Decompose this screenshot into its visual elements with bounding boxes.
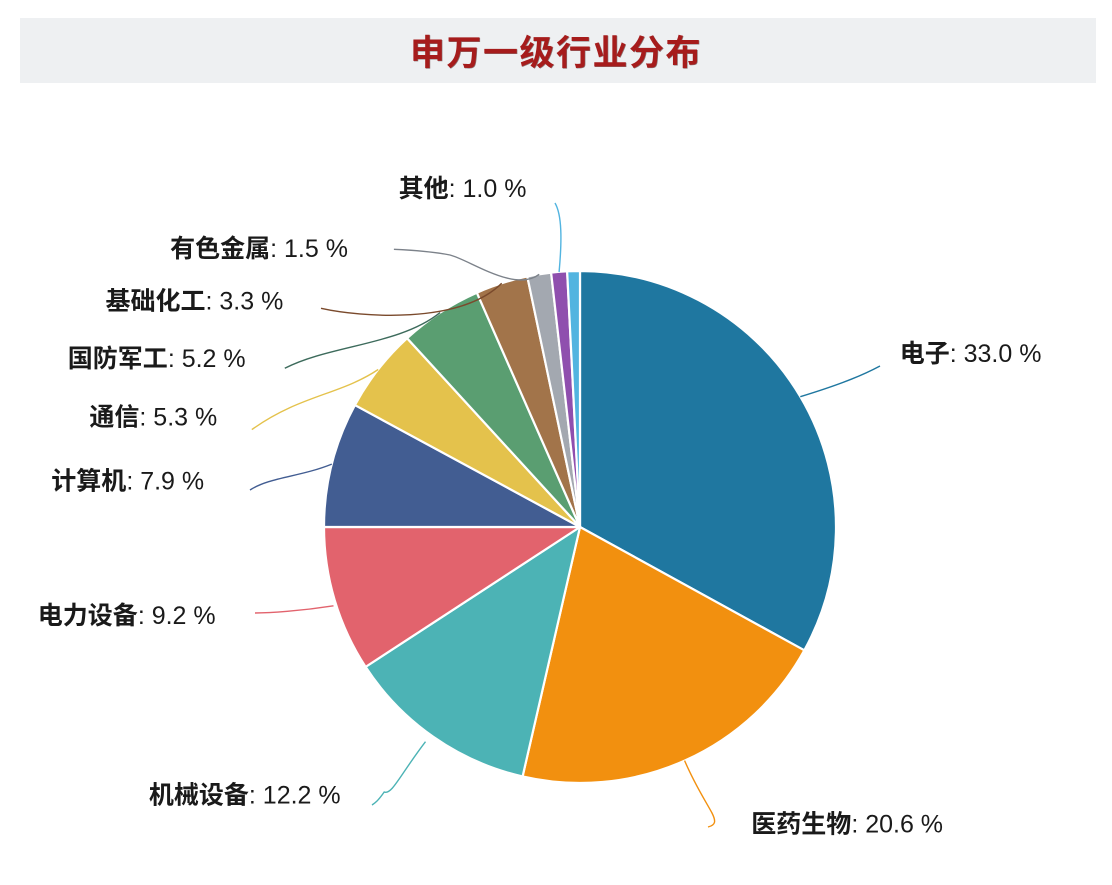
svg-text:基础化工: 3.3 %: 基础化工: 3.3 % (106, 288, 284, 316)
svg-text:国防军工: 5.2 %: 国防军工: 5.2 % (68, 345, 246, 373)
svg-text:有色金属: 1.5 %: 有色金属: 1.5 % (170, 235, 348, 263)
svg-text:电子: 33.0 %: 电子: 33.0 % (900, 340, 1042, 368)
svg-text:计算机: 7.9 %: 计算机: 7.9 % (51, 468, 204, 496)
svg-text:电力设备: 9.2 %: 电力设备: 9.2 % (38, 602, 216, 630)
svg-text:通信: 5.3 %: 通信: 5.3 % (89, 404, 217, 432)
svg-text:其他: 1.0 %: 其他: 1.0 % (399, 175, 527, 203)
svg-text:机械设备: 12.2 %: 机械设备: 12.2 % (149, 781, 341, 809)
svg-text:医药生物: 20.6 %: 医药生物: 20.6 % (751, 811, 943, 839)
